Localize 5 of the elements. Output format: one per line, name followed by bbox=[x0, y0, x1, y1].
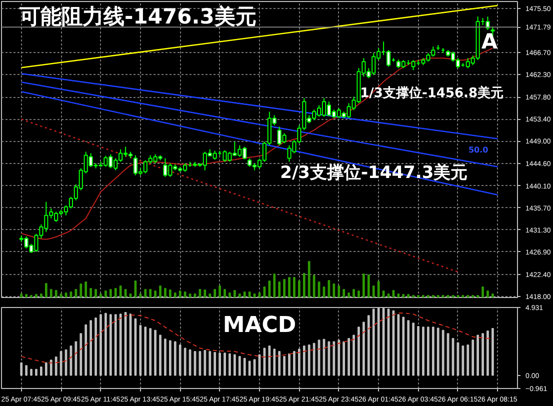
annotation: 可能阻力线-1476.3美元 bbox=[18, 4, 256, 28]
chart-title: MACD bbox=[222, 313, 296, 338]
annotation: A bbox=[481, 30, 498, 54]
candlestick bbox=[386, 50, 391, 68]
annotation: 50.0 bbox=[468, 146, 489, 155]
